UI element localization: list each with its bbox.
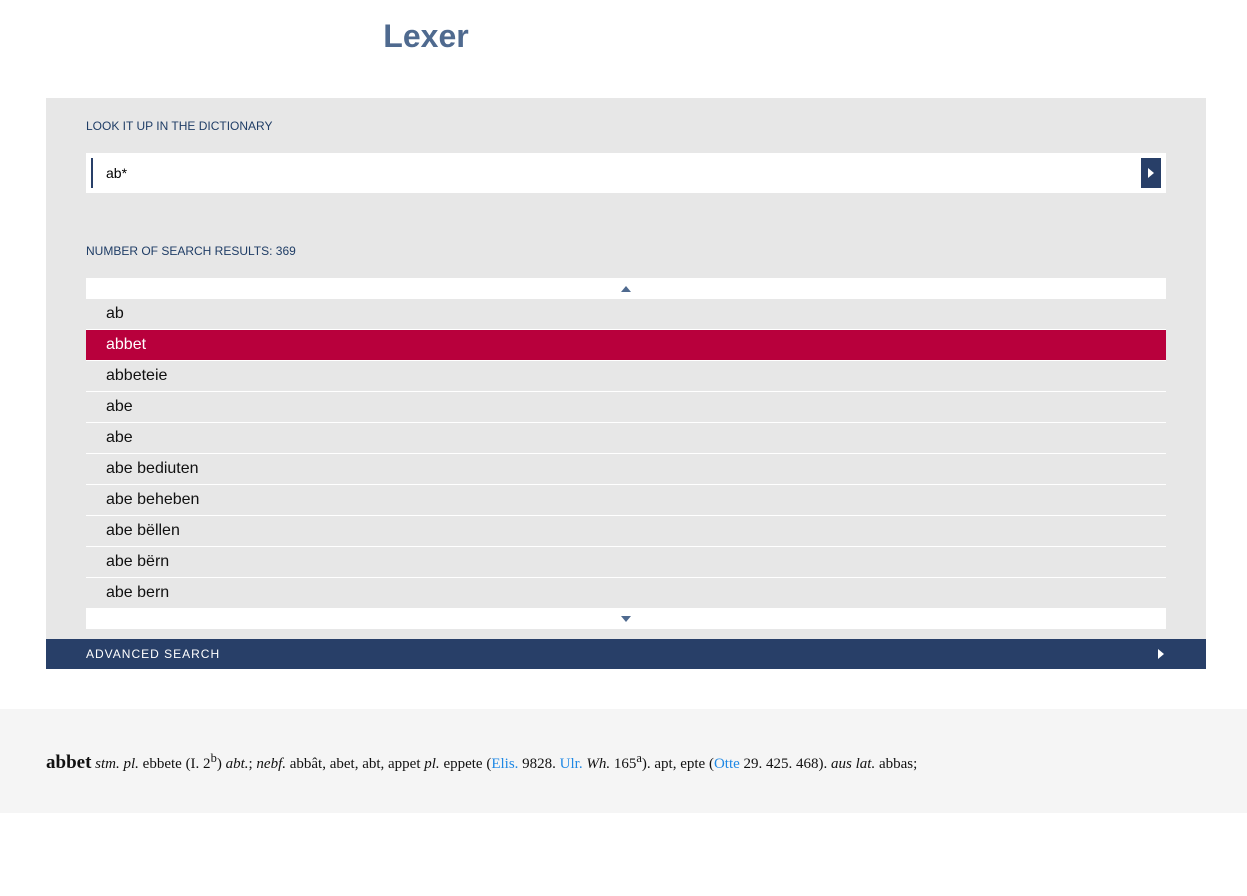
search-box: [86, 153, 1166, 193]
list-item[interactable]: abbeteie: [86, 361, 1166, 392]
search-label: Look it up in the dictionary: [86, 119, 273, 133]
search-input[interactable]: [100, 153, 1100, 193]
dictionary-entry: abbet stm. pl. ebbete (I. 2b) abt.; nebf…: [0, 709, 1247, 813]
text: 9828.: [518, 756, 560, 772]
play-arrow-icon: [1158, 649, 1164, 659]
input-caret: [91, 158, 93, 188]
list-item[interactable]: abe bern: [86, 578, 1166, 609]
arrow-down-icon: [621, 615, 631, 622]
grammar: abt.: [225, 756, 249, 772]
list-item[interactable]: abe: [86, 423, 1166, 454]
results-count: Number of search results: 369: [86, 244, 296, 258]
list-item[interactable]: ab: [86, 299, 1166, 330]
list-item-selected[interactable]: abbet: [86, 330, 1166, 361]
grammar: pl.: [424, 756, 440, 772]
scroll-up-button[interactable]: [86, 278, 1166, 299]
text: ). apt, epte (: [641, 756, 714, 772]
source-link[interactable]: Ulr.: [559, 756, 583, 772]
search-submit-button[interactable]: [1141, 158, 1161, 188]
text: ): [216, 756, 226, 772]
text: 29. 425. 468).: [739, 756, 832, 772]
list-item[interactable]: abe bediuten: [86, 454, 1166, 485]
grammar: aus lat.: [831, 756, 876, 772]
text: ;: [248, 756, 257, 772]
text: ebbete (I. 2: [138, 756, 211, 772]
sup: b: [210, 751, 217, 765]
list-item[interactable]: abe bëllen: [86, 516, 1166, 547]
advanced-search-toggle[interactable]: Advanced Search: [46, 639, 1206, 669]
text: 165: [610, 756, 637, 772]
grammar: stm. pl.: [95, 756, 139, 772]
play-arrow-icon: [1148, 168, 1154, 178]
arrow-up-icon: [621, 285, 631, 292]
advanced-search-label: Advanced Search: [86, 647, 221, 661]
source-link[interactable]: Elis.: [491, 756, 519, 772]
grammar: nebf.: [256, 756, 286, 772]
list-item[interactable]: abe beheben: [86, 485, 1166, 516]
page-title: Lexer: [383, 18, 469, 54]
list-item[interactable]: abe bërn: [86, 547, 1166, 578]
source: Wh.: [586, 756, 611, 772]
sup: a: [636, 751, 642, 765]
search-panel: Look it up in the dictionary Number of s…: [46, 98, 1206, 639]
headword: abbet: [46, 752, 92, 773]
list-item[interactable]: abe: [86, 392, 1166, 423]
source-link[interactable]: Otte: [713, 756, 740, 772]
text: abbât, abet, abt, appet: [285, 756, 425, 772]
results-list: ab abbet abbeteie abe abe abe bediuten a…: [86, 299, 1166, 609]
text: eppete (: [439, 756, 492, 772]
text: abbas;: [875, 756, 918, 772]
scroll-down-button[interactable]: [86, 608, 1166, 629]
